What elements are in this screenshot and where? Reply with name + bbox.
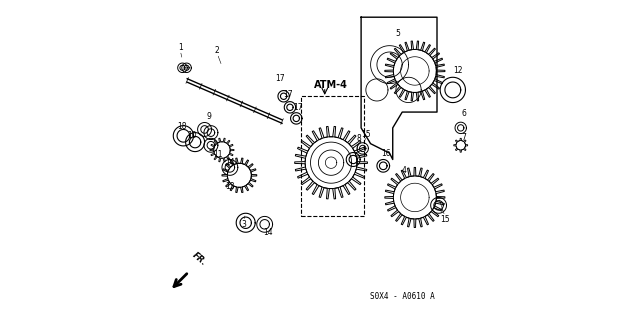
Text: 7: 7 (461, 133, 467, 142)
Text: 1: 1 (178, 43, 182, 52)
Text: 9: 9 (206, 112, 211, 121)
Text: 6: 6 (461, 109, 467, 118)
Text: 2: 2 (215, 46, 220, 55)
Text: ATM-4: ATM-4 (314, 80, 348, 90)
Text: 12: 12 (453, 66, 462, 76)
Bar (301, 96, 364, 216)
Text: 14: 14 (263, 228, 273, 237)
Text: 5: 5 (395, 28, 400, 38)
Text: 4: 4 (401, 166, 406, 175)
Text: 13: 13 (225, 182, 235, 191)
Text: 14: 14 (225, 158, 235, 167)
Text: 8: 8 (356, 134, 361, 144)
Text: 17: 17 (283, 90, 292, 99)
Text: 3: 3 (241, 220, 246, 229)
Text: 11: 11 (213, 150, 223, 159)
Text: FR.: FR. (190, 251, 208, 267)
Text: 16: 16 (381, 149, 391, 158)
Text: 15: 15 (440, 215, 450, 224)
Text: 17: 17 (276, 74, 285, 83)
Text: 10: 10 (187, 131, 196, 140)
Text: 17: 17 (293, 103, 303, 112)
Text: 18: 18 (177, 122, 186, 131)
Text: 15: 15 (361, 130, 371, 139)
Text: S0X4 - A0610 A: S0X4 - A0610 A (370, 292, 435, 300)
